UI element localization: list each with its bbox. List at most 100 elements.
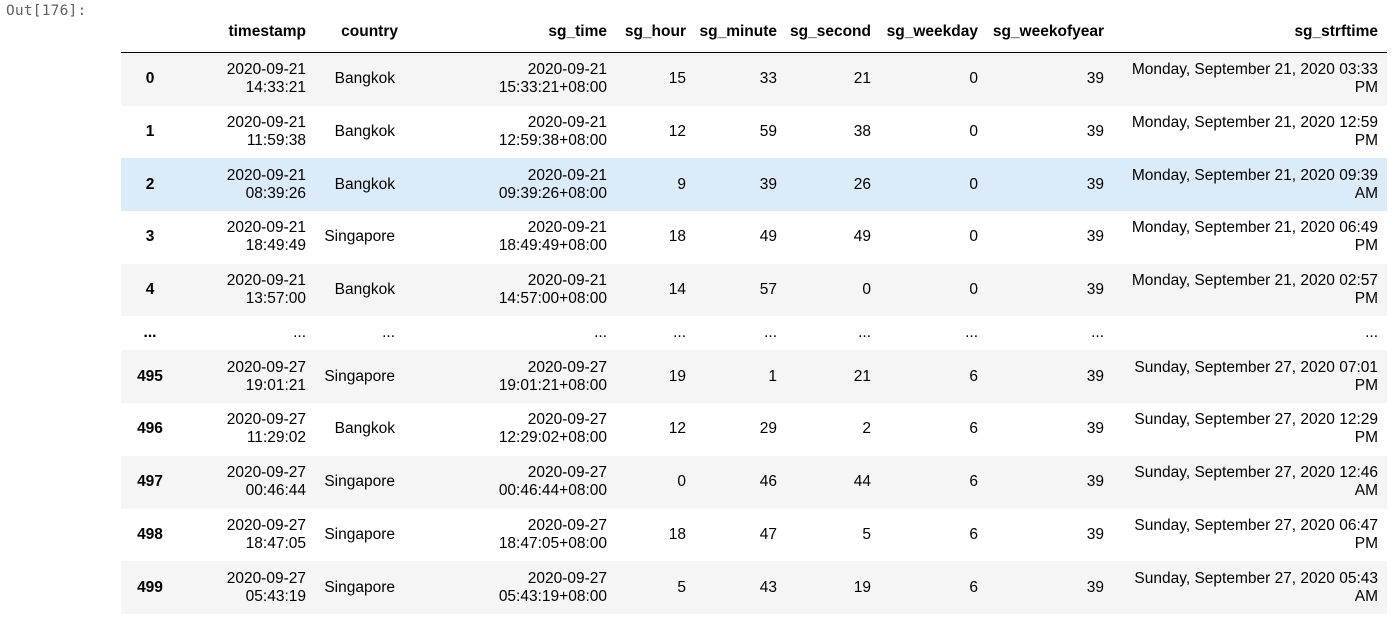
cell-sg-second: 21 <box>853 70 871 88</box>
cell-line: 18:47:05+08:00 <box>498 534 607 552</box>
cell-sg-second: 38 <box>853 123 871 141</box>
cell-sg-weekday: 6 <box>969 367 978 385</box>
cell-sg-weekday: 0 <box>969 281 978 299</box>
row-index: 497 <box>137 473 163 491</box>
header-sg-second: sg_second <box>786 14 880 53</box>
header-timestamp: timestamp <box>179 14 315 53</box>
cell-sg-strftime: Monday, September 21, 2020 02:57 PM <box>1113 264 1387 317</box>
output-prompt: Out[176]: <box>6 3 87 19</box>
dataframe-table: timestamp country sg_time sg_hour sg_min… <box>121 14 1387 614</box>
table-row: 0 2020-09-21 14:33:21 Bangkok 2020-09-21 15:3… <box>121 52 1387 106</box>
cell-sg-second: 26 <box>853 175 871 193</box>
cell-sg-hour: 18 <box>668 525 686 543</box>
cell-line: 2020-09-21 <box>226 61 306 79</box>
cell-sg-time: 2020-09-21 09:39:26+08:00 <box>407 158 616 211</box>
cell-line: 2020-09-27 <box>527 411 607 429</box>
cell-sg-minute: 47 <box>759 525 777 543</box>
cell-sg-time: 2020-09-27 18:47:05+08:00 <box>407 509 616 562</box>
cell-sg-weekofyear: ... <box>1091 324 1104 342</box>
cell-sg-second: 5 <box>862 525 871 543</box>
cell-line: 12:59:38+08:00 <box>498 132 607 150</box>
cell-line: ... <box>1365 324 1378 342</box>
cell-line: PM <box>1354 290 1378 308</box>
cell-line: AM <box>1354 587 1378 605</box>
cell-sg-minute: 57 <box>759 281 777 299</box>
cell-line: Sunday, September 27, 2020 12:46 <box>1134 464 1378 482</box>
cell-sg-weekday: 6 <box>969 578 978 596</box>
table-row: 496 2020-09-27 11:29:02 Bangkok 2020-09-27 12… <box>121 403 1387 456</box>
cell-sg-weekofyear: 39 <box>1086 123 1104 141</box>
ellipsis-row: .............................. <box>121 316 1387 350</box>
cell-line: 00:46:44 <box>245 482 306 500</box>
cell-timestamp: 2020-09-27 18:47:05 <box>179 509 315 562</box>
cell-country: Bangkok <box>334 281 395 299</box>
cell-line: 15:33:21+08:00 <box>498 79 607 97</box>
cell-country: Singapore <box>324 578 395 596</box>
cell-sg-second: 44 <box>853 473 871 491</box>
cell-line: 2020-09-21 <box>527 272 607 290</box>
cell-timestamp: 2020-09-21 11:59:38 <box>179 106 315 159</box>
cell-sg-strftime: Monday, September 21, 2020 09:39 AM <box>1113 158 1387 211</box>
cell-line: Sunday, September 27, 2020 06:47 <box>1134 516 1378 534</box>
cell-timestamp: 2020-09-27 11:29:02 <box>179 403 315 456</box>
cell-line: 2020-09-21 <box>527 61 607 79</box>
cell-sg-strftime: Sunday, September 27, 2020 12:29 PM <box>1113 403 1387 456</box>
cell-line: 14:57:00+08:00 <box>498 290 607 308</box>
cell-line: PM <box>1354 132 1378 150</box>
cell-country: Singapore <box>324 473 395 491</box>
cell-sg-weekofyear: 39 <box>1086 228 1104 246</box>
row-index: 1 <box>145 123 155 141</box>
header-row: timestamp country sg_time sg_hour sg_min… <box>121 14 1387 53</box>
cell-line: 05:43:19 <box>245 587 306 605</box>
cell-line: 18:49:49+08:00 <box>498 237 607 255</box>
cell-line: 2020-09-27 <box>226 569 306 587</box>
cell-line: 00:46:44+08:00 <box>498 482 607 500</box>
header-sg-weekofyear: sg_weekofyear <box>987 14 1113 53</box>
cell-sg-weekofyear: 39 <box>1086 175 1104 193</box>
cell-line: 08:39:26 <box>245 184 306 202</box>
cell-country: Singapore <box>324 525 395 543</box>
cell-sg-minute: 33 <box>759 70 777 88</box>
cell-line: PM <box>1354 79 1378 97</box>
table-row: 4 2020-09-21 13:57:00 Bangkok 2020-09-21 14:5… <box>121 263 1387 317</box>
row-index: ... <box>143 324 157 342</box>
cell-line: 19:01:21+08:00 <box>498 376 607 394</box>
cell-sg-hour: 9 <box>677 175 686 193</box>
row-index: 498 <box>137 525 163 543</box>
row-index: 2 <box>145 175 155 193</box>
cell-line: PM <box>1354 237 1378 255</box>
header-index <box>121 14 179 53</box>
cell-sg-minute: 59 <box>759 123 777 141</box>
cell-line: 2020-09-27 <box>527 464 607 482</box>
cell-sg-minute: 29 <box>759 420 777 438</box>
table-header: timestamp country sg_time sg_hour sg_min… <box>121 14 1387 53</box>
cell-sg-time: 2020-09-27 19:01:21+08:00 <box>407 350 616 403</box>
cell-sg-weekofyear: 39 <box>1086 525 1104 543</box>
table-row: 2 2020-09-21 08:39:26 Bangkok 2020-09-21 09:3… <box>121 158 1387 212</box>
cell-sg-second: 19 <box>853 578 871 596</box>
row-index: 495 <box>137 367 163 385</box>
table-row: 1 2020-09-21 11:59:38 Bangkok 2020-09-21 12:5… <box>121 106 1387 159</box>
cell-sg-hour: 5 <box>677 578 686 596</box>
cell-sg-second: ... <box>858 324 871 342</box>
cell-sg-hour: 14 <box>668 281 686 299</box>
cell-sg-hour: 0 <box>677 473 686 491</box>
cell-line: 2020-09-21 <box>226 166 306 184</box>
table-row: 499 2020-09-27 05:43:19 Singapore 2020-09-27… <box>121 561 1387 614</box>
cell-line: 2020-09-27 <box>527 516 607 534</box>
cell-line: ... <box>594 324 607 342</box>
cell-line: 2020-09-21 <box>527 166 607 184</box>
cell-line: 11:59:38 <box>246 132 306 150</box>
cell-timestamp: 2020-09-21 14:33:21 <box>179 53 315 106</box>
cell-sg-weekday: 0 <box>969 70 978 88</box>
cell-line: 11:29:02 <box>246 429 306 447</box>
header-sg-hour: sg_hour <box>616 14 695 53</box>
cell-sg-hour: 12 <box>668 123 686 141</box>
cell-sg-weekday: 0 <box>969 228 978 246</box>
header-country: country <box>315 14 407 53</box>
cell-line: 2020-09-21 <box>226 272 306 290</box>
cell-country: Bangkok <box>334 175 395 193</box>
table-row: 495 2020-09-27 19:01:21 Singapore 2020-09-27… <box>121 350 1387 404</box>
cell-line: 2020-09-21 <box>527 219 607 237</box>
cell-sg-strftime: Sunday, September 27, 2020 05:43 AM <box>1113 561 1387 614</box>
